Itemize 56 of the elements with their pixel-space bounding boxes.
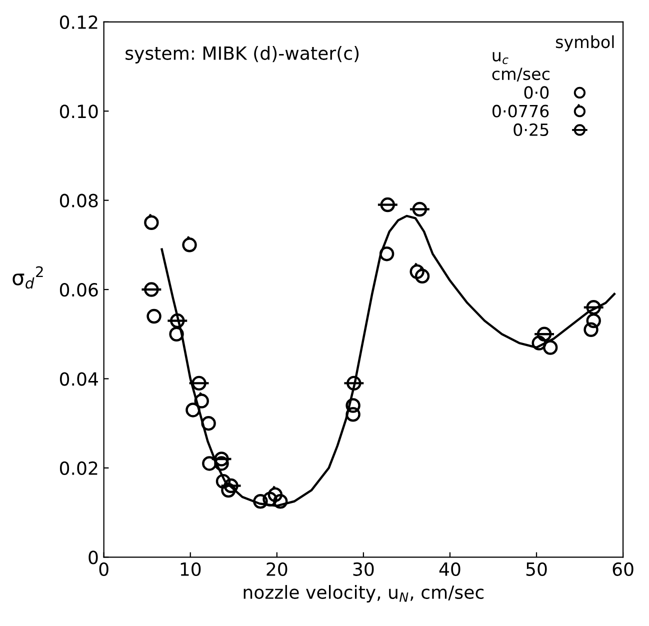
- point: [182, 238, 197, 252]
- y-tick-label: 0.06: [60, 282, 98, 297]
- point: [410, 264, 424, 280]
- point: [146, 308, 162, 324]
- y-axis-title: σ$_{d}$$^{2}$: [12, 266, 43, 289]
- point: [536, 326, 552, 342]
- legend-title: u$_{c}$ cm/sec: [492, 52, 550, 82]
- point: [144, 215, 159, 230]
- x-tick-label: 40: [439, 562, 460, 576]
- x-tick-label: 50: [526, 562, 547, 576]
- point: [169, 326, 184, 342]
- legend-label: 0·25: [514, 123, 548, 136]
- x-axis-title: nozzle velocity, u$_{N}$, cm/sec: [244, 585, 484, 603]
- point: [532, 336, 546, 350]
- y-tick-label: 0.12: [60, 15, 98, 30]
- x-tick-label: 20: [266, 562, 288, 576]
- point: [216, 474, 231, 489]
- point: [144, 282, 159, 297]
- point: [262, 492, 278, 507]
- y-tick-label: 0.02: [60, 461, 98, 476]
- point: [379, 246, 394, 262]
- point: [253, 494, 268, 509]
- x-tick-label: 0: [99, 562, 108, 576]
- x-tick-label: 10: [180, 562, 201, 576]
- y-tick-label: 0.04: [60, 372, 98, 386]
- point: [273, 494, 288, 509]
- point: [542, 340, 558, 355]
- point: [214, 456, 229, 471]
- point: [346, 398, 360, 413]
- point: [186, 402, 200, 418]
- y-tick-label: 0.08: [60, 194, 98, 208]
- point: [414, 268, 430, 284]
- annotation: symbol: [556, 35, 614, 52]
- point: [170, 313, 185, 328]
- point: [192, 376, 206, 391]
- point: [221, 482, 236, 498]
- point: [412, 202, 428, 217]
- point: [268, 487, 283, 502]
- point: [194, 394, 209, 408]
- x-tick-label: 60: [612, 562, 634, 576]
- point: [224, 478, 238, 494]
- point: [214, 452, 229, 466]
- legend-label: 0·0776: [492, 104, 549, 118]
- point: [202, 456, 217, 471]
- y-tick-label: 0: [88, 550, 98, 564]
- point: [201, 416, 216, 431]
- point: [346, 376, 362, 391]
- point: [380, 197, 396, 212]
- legend-label: 0·0: [524, 86, 549, 99]
- text: system: MIBK (d)-water(c): [126, 46, 359, 64]
- point: [586, 313, 601, 328]
- point: [346, 407, 360, 422]
- x-tick-label: 30: [353, 562, 374, 576]
- y-tick-label: 0.10: [60, 104, 98, 118]
- point: [584, 322, 598, 338]
- point: [586, 300, 601, 315]
